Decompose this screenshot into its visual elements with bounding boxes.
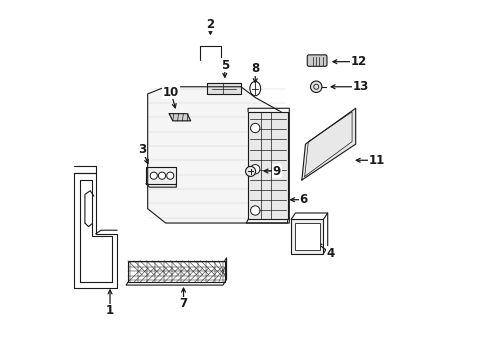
Circle shape (150, 172, 157, 179)
Text: 1: 1 (106, 305, 114, 318)
Text: 6: 6 (299, 193, 307, 206)
Circle shape (250, 206, 260, 215)
Text: 8: 8 (251, 62, 259, 75)
Polygon shape (247, 112, 287, 220)
Text: 5: 5 (220, 59, 228, 72)
Text: 2: 2 (206, 18, 214, 31)
Circle shape (245, 166, 255, 176)
Polygon shape (145, 167, 176, 184)
Circle shape (166, 172, 174, 179)
Polygon shape (206, 83, 241, 94)
Text: 4: 4 (326, 247, 334, 260)
Polygon shape (147, 87, 287, 223)
Text: 10: 10 (163, 86, 179, 99)
Text: 3: 3 (138, 143, 146, 156)
Circle shape (250, 123, 260, 133)
Bar (290, 220, 323, 253)
Polygon shape (301, 108, 355, 180)
Bar (128, 261, 224, 282)
Text: 7: 7 (179, 297, 187, 310)
Text: 12: 12 (350, 55, 366, 68)
Text: 11: 11 (368, 154, 385, 167)
Circle shape (250, 165, 260, 174)
Circle shape (310, 81, 321, 93)
Text: 13: 13 (352, 80, 368, 93)
Circle shape (158, 172, 165, 179)
FancyBboxPatch shape (306, 55, 326, 66)
Polygon shape (169, 114, 190, 121)
Bar (294, 223, 319, 250)
Text: 9: 9 (272, 165, 280, 177)
